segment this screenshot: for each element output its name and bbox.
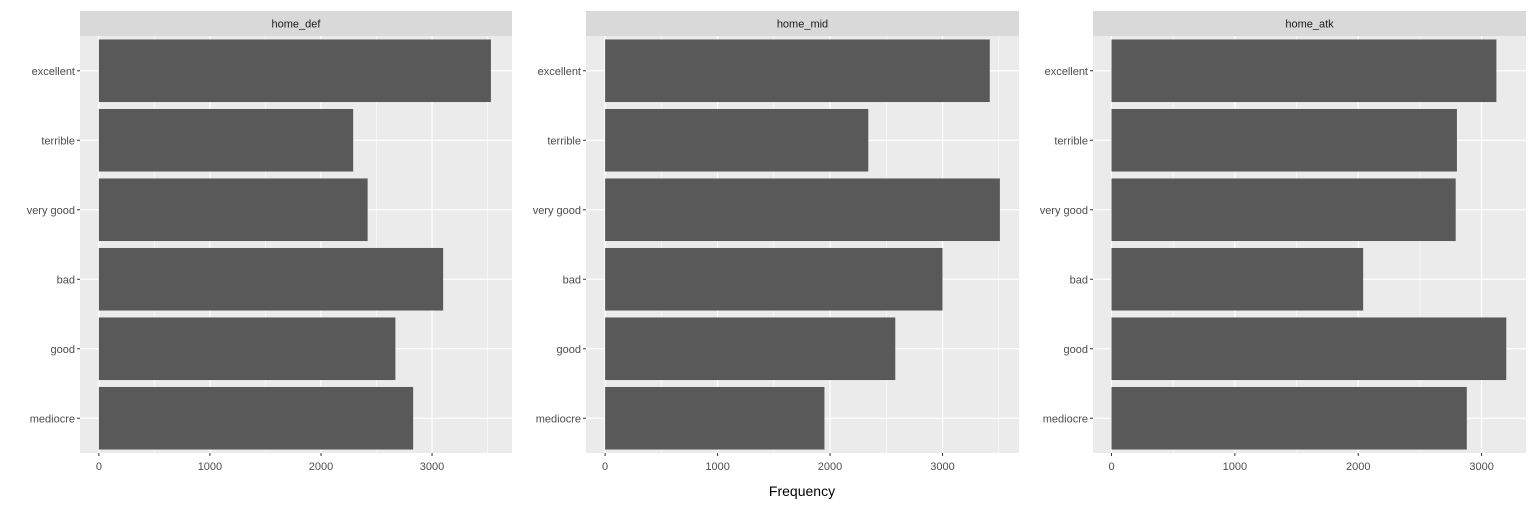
bar-very-good: [1111, 178, 1456, 242]
y-tick-label: good: [557, 344, 581, 356]
x-tick-label: 3000: [930, 461, 954, 473]
panels-layer: home_def excellent terrible very good bad goo…: [27, 11, 1526, 473]
y-tick-label: excellent: [32, 66, 75, 78]
y-tick-label: bad: [1070, 274, 1088, 286]
y-tick-label: excellent: [538, 66, 581, 78]
y-tick-label: terrible: [41, 135, 75, 147]
x-tick-label: 2000: [818, 461, 842, 473]
y-tick-label: terrible: [547, 135, 581, 147]
y-tick-label: very good: [1040, 205, 1088, 217]
bar-excellent: [605, 39, 990, 103]
bar-mediocre: [605, 386, 825, 450]
y-tick-label: terrible: [1054, 135, 1088, 147]
bar-very-good: [605, 178, 1000, 242]
bar-terrible: [1111, 108, 1457, 172]
x-tick-label: 0: [602, 461, 608, 473]
bar-bad: [1111, 247, 1364, 311]
bar-bad: [605, 247, 943, 311]
bar-excellent: [98, 39, 491, 103]
y-tick-label: good: [1064, 344, 1088, 356]
x-tick-label: 1000: [1223, 461, 1247, 473]
bar-mediocre: [98, 386, 414, 450]
y-tick-label: mediocre: [1043, 413, 1088, 425]
y-tick-label: mediocre: [536, 413, 581, 425]
x-axis-title: Frequency: [769, 483, 835, 499]
facet-label: home_mid: [777, 19, 828, 31]
bar-terrible: [605, 108, 869, 172]
y-tick-label: very good: [27, 205, 75, 217]
bar-good: [1111, 317, 1507, 381]
panel-background: [586, 36, 1019, 453]
facet-strip: [586, 11, 1019, 36]
panel-home_def: home_def excellent terrible very good bad goo…: [27, 11, 512, 473]
panel-background: [1093, 36, 1526, 453]
y-tick-label: excellent: [1045, 66, 1088, 78]
x-tick-label: 2000: [309, 461, 333, 473]
y-tick-label: very good: [533, 205, 581, 217]
x-tick-label: 3000: [1469, 461, 1493, 473]
bar-good: [98, 317, 396, 381]
bar-terrible: [98, 108, 354, 172]
x-tick-label: 2000: [1346, 461, 1370, 473]
facet-strip: [80, 11, 512, 36]
facet-strip: [1093, 11, 1526, 36]
bar-mediocre: [1111, 386, 1467, 450]
x-tick-label: 1000: [198, 461, 222, 473]
panel-home_atk: home_atk excellent terrible very good bad goo…: [1040, 11, 1526, 473]
bar-excellent: [1111, 39, 1497, 103]
x-tick-label: 3000: [420, 461, 444, 473]
facet-label: home_atk: [1285, 19, 1334, 31]
bar-good: [605, 317, 896, 381]
x-tick-label: 0: [96, 461, 102, 473]
y-tick-label: good: [51, 344, 75, 356]
bar-very-good: [98, 178, 368, 242]
x-tick-label: 0: [1108, 461, 1114, 473]
facet-label: home_def: [272, 19, 322, 31]
y-tick-label: bad: [563, 274, 581, 286]
bar-bad: [98, 247, 444, 311]
y-tick-label: bad: [57, 274, 75, 286]
x-tick-label: 1000: [705, 461, 729, 473]
panel-background: [80, 36, 512, 453]
y-tick-label: mediocre: [30, 413, 75, 425]
panel-home_mid: home_mid excellent terrible very good bad goo…: [533, 11, 1019, 473]
